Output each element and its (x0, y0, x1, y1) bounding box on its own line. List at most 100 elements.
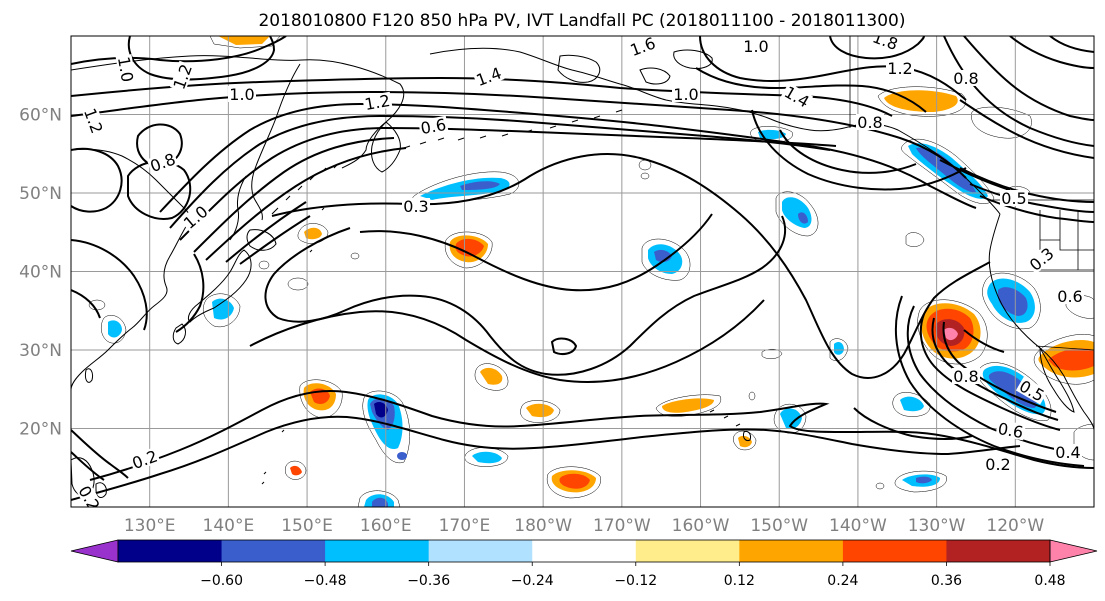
shading-blob (982, 272, 1041, 330)
colorbar-extend-low (70, 539, 119, 563)
contour-label: 0.6 (1057, 287, 1082, 306)
shading-blob (829, 338, 849, 361)
map-frame (70, 35, 1095, 508)
contour-line (1049, 36, 1094, 53)
colorbar-tick-label: −0.24 (511, 573, 554, 589)
shading-blob (748, 391, 756, 401)
contour-label-bg (1000, 190, 1028, 206)
contour-line (894, 295, 1085, 467)
contour-line (127, 36, 276, 81)
contour-label-bg (626, 36, 659, 59)
contour-line (550, 337, 578, 355)
contour-line (271, 153, 991, 379)
lon-tick-label: 160°W (672, 516, 730, 536)
contour-label-bg (472, 63, 505, 89)
contour-line (942, 321, 1057, 413)
contour-label-bg (128, 446, 161, 472)
shading-blob (875, 482, 885, 490)
colorbar-segment (221, 540, 326, 562)
contour-line (264, 215, 787, 376)
colorbar-segment (739, 540, 844, 562)
contour-line (906, 305, 1071, 453)
contour-line (71, 415, 1021, 501)
shading-blob (357, 490, 401, 507)
shading-blob (546, 466, 601, 499)
contour-label-bg (984, 456, 1012, 472)
contour-line (205, 147, 407, 261)
contour-label-bg (1054, 444, 1082, 460)
shading-blob (350, 252, 360, 260)
contour-label: 0.6 (996, 419, 1024, 442)
contour-label-bg (995, 419, 1026, 441)
contour-label: 0.3 (403, 197, 428, 216)
contour-label-bg (418, 115, 449, 137)
colorbar-segment (428, 540, 533, 562)
shading-blob (284, 460, 307, 480)
contour-line (943, 36, 1094, 147)
contour-label: 0.2 (985, 455, 1010, 474)
contour-line (829, 36, 925, 60)
colorbar-tick-label: 0.12 (724, 573, 755, 589)
contour-label: 0.8 (953, 69, 978, 88)
lon-tick-label: 130°W (908, 516, 966, 536)
contour-line (71, 289, 101, 319)
contour-line (71, 147, 123, 213)
colorbar-tick-label: 0.36 (931, 573, 962, 589)
contour-line (159, 102, 977, 213)
lat-tick-label: 20°N (19, 420, 62, 440)
contour-label-bg (146, 149, 179, 175)
contour-label-bg (1025, 243, 1058, 275)
contour-label-bg (1056, 288, 1084, 304)
contour-line (779, 129, 917, 174)
shading-blob (209, 36, 281, 49)
contour-labels: 1.0 1.21.01.21.21.41.61.01.01.41.81.20.80… (74, 33, 1084, 507)
contour-label-bg (742, 38, 770, 54)
contour-line (919, 313, 1061, 431)
contour-line (249, 299, 765, 383)
shading-blob (894, 470, 947, 493)
contour-label-bg (179, 201, 212, 233)
shading-blob (901, 138, 995, 204)
lon-tick-label: 160°E (360, 516, 412, 536)
contour-line (359, 213, 713, 292)
colorbar-tick-label: −0.48 (304, 573, 347, 589)
contour-label: 1.0 (673, 85, 698, 104)
figure-title: 2018010800 F120 850 hPa PV, IVT Landfall… (258, 11, 905, 31)
contour-label-bg (402, 198, 430, 214)
colorbar-segment (842, 540, 947, 562)
contour-label: 0.5 (1001, 189, 1026, 208)
colorbar-tick-label: −0.60 (200, 573, 243, 589)
lon-tick-label: 140°E (203, 516, 255, 536)
contour-line (1009, 36, 1094, 69)
lon-tick-label: 180°W (514, 516, 572, 536)
colorbar-segment (635, 540, 740, 562)
lon-tick-label: 150°E (281, 516, 333, 536)
contour-line (959, 99, 1094, 159)
contour-label-bg (672, 86, 700, 102)
contour-label-bg (856, 114, 884, 130)
contour-label: 0.8 (857, 113, 882, 132)
contour-label-bg (228, 86, 256, 102)
contour-line (175, 253, 205, 333)
contour-line (751, 109, 967, 191)
colorbar-tick-label: −0.12 (614, 573, 657, 589)
colorbar-tick-label: 0.24 (827, 573, 858, 589)
colorbar-tick-label: 0.48 (1034, 573, 1065, 589)
contour-line (193, 137, 395, 253)
shading-blob (474, 363, 509, 391)
lon-tick-label: 130°E (124, 516, 176, 536)
contour-label-bg (75, 481, 104, 507)
contour-line (179, 126, 837, 241)
latitude-labels: 60°N 50°N 40°N 30°N 20°N (19, 106, 62, 440)
contour-line (699, 36, 967, 101)
lon-tick-label: 140°W (829, 516, 887, 536)
map-panel: 1.0 1.21.01.21.21.41.61.01.01.41.81.20.80… (19, 33, 1095, 536)
contour-line (853, 407, 973, 440)
contour-line (959, 167, 1094, 203)
contour-line (939, 159, 1011, 191)
contour-label: 1.6 (628, 33, 658, 60)
contour-label-bg (115, 54, 137, 85)
contour-line (695, 67, 927, 113)
shading-blob (444, 231, 493, 269)
colorbar-segment (946, 540, 1051, 562)
